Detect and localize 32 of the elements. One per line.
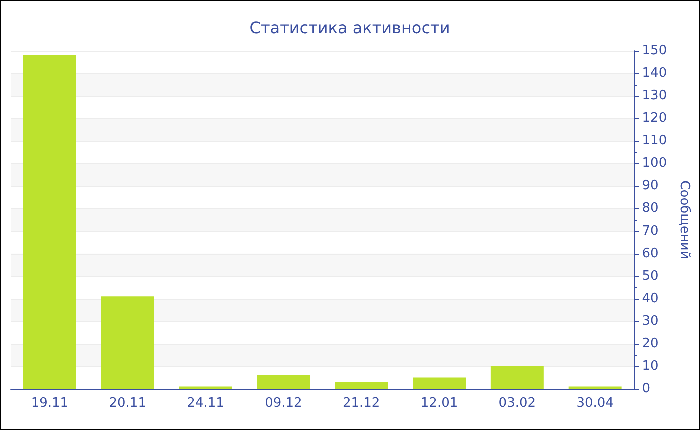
y-tick-label: 140 [642, 66, 668, 82]
y-tick-label: 90 [642, 178, 659, 194]
y-tick-label: 150 [642, 44, 668, 58]
x-tick-label: 09.12 [265, 396, 302, 411]
x-tick-label: 12.01 [420, 396, 458, 411]
y-axis-title: Сообщений [677, 180, 692, 260]
x-tick-label: 30.04 [576, 396, 614, 411]
y-tick-label: 80 [642, 201, 659, 216]
y-tick-label: 10 [642, 358, 659, 374]
bar [101, 296, 154, 389]
bar [335, 382, 388, 389]
y-tick-label: 20 [642, 336, 659, 352]
y-tick-label: 50 [642, 268, 659, 284]
y-tick-label: 120 [642, 111, 668, 126]
chart-title: Статистика активности [250, 18, 450, 38]
bar [490, 366, 544, 389]
x-tick-label: 03.02 [498, 396, 536, 411]
y-tick-label: 110 [642, 134, 668, 149]
bar [23, 56, 76, 389]
x-tick-label: 19.11 [31, 396, 69, 411]
y-tick-label: 100 [642, 156, 668, 172]
x-tick-label: 20.11 [109, 396, 146, 411]
y-tick-label: 70 [642, 224, 659, 239]
bar [257, 375, 310, 389]
y-tick-label: 130 [642, 88, 668, 104]
x-tick-label: 24.11 [187, 396, 224, 411]
y-tick-label: 40 [642, 291, 659, 306]
y-tick-label: 0 [642, 382, 651, 396]
x-tick-label: 21.12 [342, 396, 380, 411]
bar [413, 378, 466, 389]
y-tick-label: 60 [642, 246, 659, 262]
y-tick-label: 30 [642, 314, 659, 329]
